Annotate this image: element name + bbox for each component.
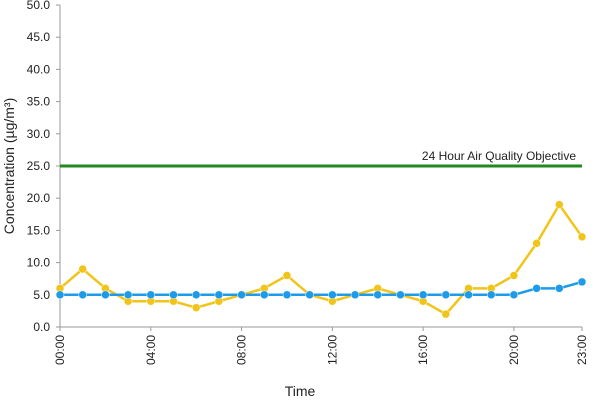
x-axis-title: Time [285,383,316,399]
y-tick-label: 50.0 [27,0,51,12]
y-tick-label: 15.0 [27,223,51,237]
y-tick-label: 30.0 [27,127,51,141]
y-tick-label: 25.0 [27,159,51,173]
point [509,290,519,300]
point [214,290,224,300]
point [328,290,337,300]
point [441,290,451,300]
point [260,290,269,300]
point [396,290,405,300]
x-tick-label: 04:00 [144,335,158,365]
point [169,290,178,300]
y-tick-label: 35.0 [27,95,51,109]
x-tick-label: 16:00 [416,335,430,365]
point [486,290,496,300]
point [532,284,541,293]
reference-label: 24 Hour Air Quality Objective [422,149,576,163]
point [577,277,587,287]
series-line [60,280,583,297]
point [509,271,519,280]
point [555,200,564,209]
point [555,284,564,293]
point [577,232,587,242]
point [441,309,451,319]
point [282,271,292,280]
x-tick-label: 08:00 [235,335,249,365]
point [123,290,133,300]
y-tick-label: 0.0 [33,320,50,334]
point [305,290,314,300]
point [418,290,428,300]
point [191,303,201,312]
point [78,290,87,300]
series-line [59,202,584,316]
y-tick-label: 5.0 [33,288,50,302]
x-tick-label: 20:00 [507,335,521,365]
point [237,290,246,300]
point [78,264,87,274]
point [101,290,110,300]
point [282,290,292,300]
point [350,290,360,300]
point [464,290,473,300]
point [191,290,201,300]
y-tick-label: 40.0 [27,62,51,76]
y-tick-label: 10.0 [27,256,51,270]
point [373,290,382,300]
x-tick-label: 00:00 [53,335,67,365]
x-tick-label: 12:00 [325,335,339,365]
point [146,290,156,300]
y-axis-title: Concentration (µg/m³) [1,98,17,234]
point [532,239,541,248]
y-tick-label: 20.0 [27,191,51,205]
y-tick-label: 45.0 [27,30,51,44]
point [55,290,65,300]
x-tick-label: 23:00 [575,335,589,365]
